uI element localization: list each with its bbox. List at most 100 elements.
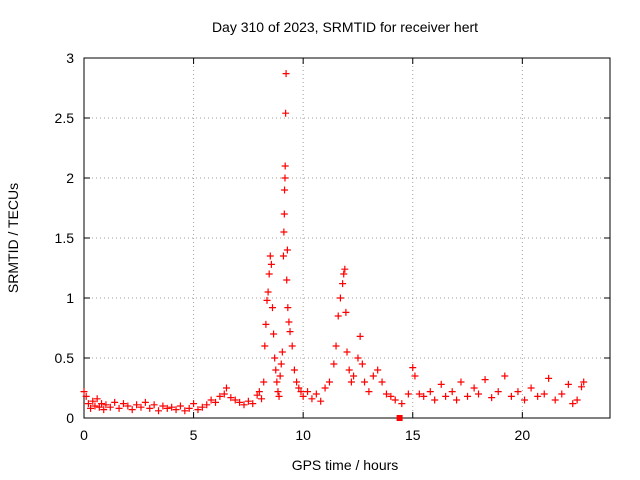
data-point bbox=[168, 403, 176, 411]
data-point bbox=[282, 109, 290, 117]
data-point bbox=[358, 360, 366, 368]
data-point bbox=[275, 392, 283, 400]
data-point bbox=[527, 384, 535, 392]
data-point bbox=[258, 395, 266, 403]
data-point bbox=[281, 174, 289, 182]
data-point bbox=[342, 308, 350, 316]
data-point bbox=[453, 396, 461, 404]
data-point bbox=[330, 360, 338, 368]
x-tick-label-20: 20 bbox=[515, 427, 531, 443]
data-point bbox=[150, 401, 158, 409]
data-point bbox=[475, 390, 482, 398]
data-point bbox=[280, 210, 288, 218]
data-point bbox=[293, 378, 301, 386]
data-point bbox=[194, 406, 202, 414]
data-point bbox=[124, 402, 132, 410]
data-point bbox=[321, 384, 329, 392]
y-tick-label-2.5: 2.5 bbox=[55, 110, 75, 126]
data-point bbox=[216, 392, 224, 400]
data-point bbox=[159, 402, 167, 410]
data-point bbox=[263, 296, 271, 304]
data-point bbox=[325, 378, 333, 386]
data-point bbox=[262, 320, 270, 328]
data-point bbox=[283, 246, 291, 254]
data-point bbox=[578, 383, 586, 391]
x-tick-label-5: 5 bbox=[190, 427, 198, 443]
data-point bbox=[551, 396, 559, 404]
x-tick-label-15: 15 bbox=[405, 427, 421, 443]
data-point bbox=[448, 388, 456, 396]
data-point bbox=[426, 388, 434, 396]
data-point bbox=[387, 392, 395, 400]
data-point bbox=[521, 396, 529, 404]
data-point bbox=[128, 406, 136, 414]
data-point bbox=[111, 398, 119, 406]
axis-ticks: 0 5 10 15 20 0 0.5 1 1.5 2 2.5 3 bbox=[55, 50, 610, 443]
data-point bbox=[137, 403, 145, 411]
data-point bbox=[267, 260, 275, 268]
data-point bbox=[288, 342, 296, 350]
data-point bbox=[272, 366, 280, 374]
data-point bbox=[369, 372, 377, 380]
data-point bbox=[264, 288, 272, 296]
data-point bbox=[271, 354, 279, 362]
data-point bbox=[457, 378, 465, 386]
data-point bbox=[540, 390, 548, 398]
data-point bbox=[514, 388, 522, 396]
data-point bbox=[341, 265, 349, 273]
data-point bbox=[203, 401, 211, 409]
x-tick-label-0: 0 bbox=[80, 427, 88, 443]
data-point bbox=[89, 397, 97, 405]
data-point bbox=[391, 396, 399, 404]
data-point bbox=[286, 328, 294, 336]
data-point bbox=[295, 384, 303, 392]
data-point bbox=[374, 366, 382, 374]
data-point bbox=[236, 398, 244, 406]
data-point bbox=[87, 404, 95, 412]
data-point bbox=[290, 366, 298, 374]
y-tick-label-1.5: 1.5 bbox=[55, 230, 75, 246]
data-point bbox=[437, 380, 445, 388]
data-point bbox=[207, 396, 215, 404]
data-point bbox=[343, 348, 351, 356]
y-tick-label-3: 3 bbox=[66, 50, 74, 66]
data-point bbox=[93, 395, 101, 403]
data-point bbox=[501, 372, 509, 380]
data-point bbox=[411, 372, 419, 380]
data-point bbox=[273, 378, 281, 386]
y-axis-label: SRMTID / TECUs bbox=[5, 183, 21, 293]
data-point bbox=[155, 407, 163, 415]
data-point bbox=[106, 403, 114, 411]
data-point bbox=[507, 392, 515, 400]
data-point bbox=[297, 388, 305, 396]
data-point bbox=[231, 396, 239, 404]
data-point bbox=[119, 400, 127, 408]
data-point bbox=[261, 342, 269, 350]
data-point bbox=[253, 391, 261, 399]
data-point bbox=[95, 403, 103, 411]
data-point bbox=[91, 402, 99, 410]
y-tick-label-0.5: 0.5 bbox=[55, 350, 75, 366]
data-point bbox=[415, 390, 423, 398]
data-point bbox=[398, 400, 406, 408]
data-point bbox=[281, 186, 289, 194]
data-point bbox=[354, 354, 362, 362]
data-point bbox=[141, 398, 149, 406]
data-point bbox=[347, 378, 355, 386]
data-point bbox=[222, 384, 230, 392]
data-point bbox=[340, 270, 348, 278]
y-tick-label-1: 1 bbox=[66, 290, 74, 306]
data-point bbox=[100, 406, 108, 414]
data-point bbox=[282, 70, 290, 78]
data-point bbox=[299, 392, 307, 400]
data-point bbox=[312, 390, 320, 398]
data-point bbox=[334, 312, 342, 320]
data-point bbox=[339, 280, 347, 288]
data-point bbox=[356, 332, 364, 340]
data-point bbox=[431, 396, 439, 404]
data-point bbox=[190, 400, 198, 408]
data-point bbox=[317, 397, 325, 405]
data-point bbox=[274, 388, 282, 396]
